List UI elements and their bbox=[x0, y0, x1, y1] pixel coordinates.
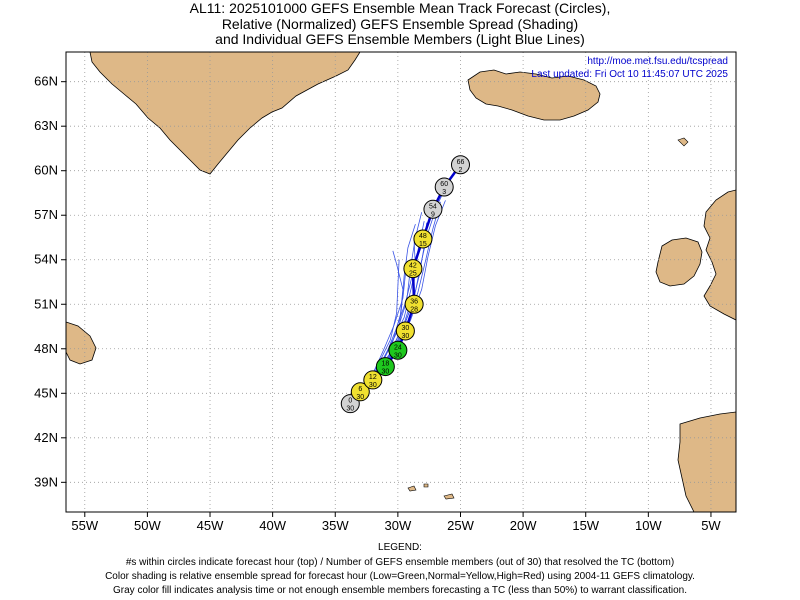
track-point-circle bbox=[423, 199, 443, 219]
forecast-hour-label: 54 bbox=[429, 203, 437, 210]
forecast-hour-label: 66 bbox=[457, 159, 465, 166]
faroe-islands bbox=[677, 137, 689, 147]
iceland-landmass bbox=[467, 69, 601, 121]
track-point-circle bbox=[363, 370, 383, 390]
lon-tick-label: 15W bbox=[572, 518, 599, 533]
track-point-marker[interactable]: 630 bbox=[350, 382, 370, 402]
forecast-hour-label: 12 bbox=[369, 374, 377, 381]
lon-tick-label: 20W bbox=[510, 518, 537, 533]
legend-line-3: Gray color fill indicates analysis time … bbox=[113, 585, 687, 596]
track-point-circle bbox=[403, 259, 423, 279]
track-point-circle bbox=[413, 229, 433, 249]
ensemble-mean-track: 0306301230183024303030362842254815549603… bbox=[340, 155, 470, 414]
legend-line-2: Color shading is relative ensemble sprea… bbox=[105, 571, 695, 582]
title-line-2: Relative (Normalized) GEFS Ensemble Spre… bbox=[221, 16, 579, 32]
newfoundland-landmass bbox=[66, 321, 97, 365]
lon-tick-label: 35W bbox=[322, 518, 349, 533]
track-point-circle bbox=[404, 294, 424, 314]
track-point-circle bbox=[350, 382, 370, 402]
legend-heading: LEGEND: bbox=[378, 542, 422, 553]
lon-tick-label: 50W bbox=[134, 518, 161, 533]
lon-tick-label: 30W bbox=[385, 518, 412, 533]
lon-tick-label: 10W bbox=[635, 518, 662, 533]
track-point-circle bbox=[395, 321, 415, 341]
member-count-label: 30 bbox=[381, 369, 389, 376]
member-count-label: 2 bbox=[459, 167, 463, 174]
source-url[interactable]: http://moe.met.fsu.edu/tcspread bbox=[587, 56, 728, 67]
member-count-label: 15 bbox=[419, 241, 427, 248]
great-britain-landmass bbox=[703, 189, 736, 321]
lat-tick-label: 51N bbox=[34, 296, 58, 311]
ireland-landmass bbox=[655, 237, 703, 287]
lat-tick-label: 57N bbox=[34, 207, 58, 222]
plot-frame bbox=[65, 51, 737, 513]
forecast-hour-label: 60 bbox=[440, 181, 448, 188]
title-line-1: AL11: 2025101000 GEFS Ensemble Mean Trac… bbox=[189, 0, 611, 16]
member-count-label: 28 bbox=[410, 306, 418, 313]
member-count-label: 3 bbox=[442, 189, 446, 196]
lat-tick-label: 48N bbox=[34, 341, 58, 356]
member-count-label: 30 bbox=[369, 382, 377, 389]
land-layer bbox=[66, 52, 736, 512]
member-count-label: 30 bbox=[346, 406, 354, 413]
lat-tick-label: 42N bbox=[34, 430, 58, 445]
legend-line-1: #s within circles indicate forecast hour… bbox=[125, 557, 675, 568]
lat-tick-label: 60N bbox=[34, 163, 58, 178]
lon-tick-label: 40W bbox=[259, 518, 286, 533]
member-count-label: 30 bbox=[394, 352, 402, 359]
lon-tick-label: 5W bbox=[701, 518, 721, 533]
forecast-hour-label: 0 bbox=[348, 398, 352, 405]
lat-tick-label: 63N bbox=[34, 118, 58, 133]
forecast-hour-label: 42 bbox=[409, 263, 417, 270]
member-count-label: 30 bbox=[401, 333, 409, 340]
track-point-marker[interactable]: 662 bbox=[450, 155, 470, 175]
forecast-hour-label: 24 bbox=[394, 344, 402, 351]
title-line-3: and Individual GEFS Ensemble Members (Li… bbox=[215, 31, 585, 47]
last-updated: Last updated: Fri Oct 10 11:45:07 UTC 20… bbox=[531, 69, 728, 80]
lat-tick-label: 54N bbox=[34, 252, 58, 267]
iberia-landmass bbox=[677, 411, 736, 512]
track-point-marker[interactable]: 603 bbox=[434, 177, 454, 197]
track-point-marker[interactable]: 549 bbox=[423, 199, 443, 219]
forecast-hour-label: 48 bbox=[419, 233, 427, 240]
member-count-label: 25 bbox=[409, 271, 417, 278]
track-map: 0306301230183024303030362842254815549603… bbox=[34, 51, 737, 533]
track-point-circle bbox=[388, 340, 408, 360]
forecast-hour-label: 18 bbox=[381, 361, 389, 368]
forecast-hour-label: 6 bbox=[358, 386, 362, 393]
lat-tick-label: 45N bbox=[34, 385, 58, 400]
lat-lon-grid bbox=[66, 52, 736, 512]
axis-ticks: 55W 50W 45W 40W 35W 30W 25W 20W 15W 10W 5W 39N 42N 45… bbox=[34, 74, 721, 533]
lat-tick-label: 39N bbox=[34, 474, 58, 489]
forecast-hour-label: 30 bbox=[401, 325, 409, 332]
azores-islands bbox=[407, 483, 455, 500]
lat-tick-label: 66N bbox=[34, 74, 58, 89]
track-point-circle bbox=[450, 155, 470, 175]
member-count-label: 30 bbox=[356, 394, 364, 401]
track-point-circle bbox=[434, 177, 454, 197]
greenland-landmass bbox=[89, 52, 361, 175]
forecast-hour-label: 36 bbox=[410, 298, 418, 305]
member-count-label: 9 bbox=[431, 211, 435, 218]
track-point-circle bbox=[375, 357, 395, 377]
lon-tick-label: 45W bbox=[197, 518, 224, 533]
lon-tick-label: 55W bbox=[71, 518, 98, 533]
lon-tick-label: 25W bbox=[447, 518, 474, 533]
